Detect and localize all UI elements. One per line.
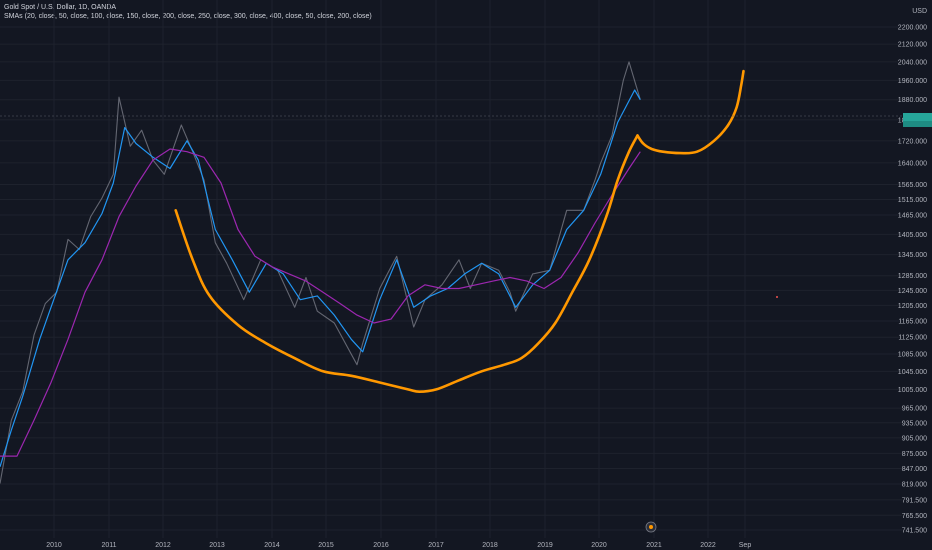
currency-label: USD bbox=[912, 8, 927, 15]
y-tick-label: 741.500 bbox=[902, 528, 927, 535]
y-tick-label: 2200.000 bbox=[898, 25, 927, 32]
y-tick-label: 1205.000 bbox=[898, 303, 927, 310]
x-tick-label: 2016 bbox=[373, 542, 389, 549]
series-sma-slow bbox=[0, 148, 641, 457]
grid-lines bbox=[0, 0, 902, 538]
y-tick-label: 1515.000 bbox=[898, 197, 927, 204]
y-axis-labels: 741.500 765.500 791.500 819.000 847.000 875.0… bbox=[898, 25, 927, 535]
x-axis-labels: 2010 2011 2012 2013 2014 2015 2016 2017 2018 2019… bbox=[46, 542, 751, 549]
y-tick-label: 847.000 bbox=[902, 466, 927, 473]
symbol-title[interactable]: Gold Spot / U.S. Dollar, 1D, OANDA bbox=[4, 4, 117, 11]
y-tick-label: 1565.000 bbox=[898, 182, 927, 189]
y-tick-label: 1880.000 bbox=[898, 97, 927, 104]
x-tick-label: 2011 bbox=[101, 542, 116, 549]
y-tick-label: 905.000 bbox=[902, 435, 927, 442]
x-tick-label: 2017 bbox=[428, 542, 444, 549]
chart-legend: Gold Spot / U.S. Dollar, 1D, OANDA SMAs … bbox=[4, 3, 372, 21]
y-tick-label: 791.500 bbox=[902, 497, 927, 504]
y-tick-label: 2120.000 bbox=[898, 42, 927, 49]
y-tick-label: 1640.000 bbox=[898, 160, 927, 167]
x-tick-label: 2018 bbox=[482, 542, 498, 549]
y-tick-label: 875.000 bbox=[902, 451, 927, 458]
y-tick-label: 1285.000 bbox=[898, 273, 927, 280]
y-tick-label: 1405.000 bbox=[898, 232, 927, 239]
y-tick-label: 765.500 bbox=[902, 513, 927, 520]
tradingview-logo-icon bbox=[645, 521, 657, 533]
x-tick-label: 2013 bbox=[209, 542, 225, 549]
cup-curve[interactable] bbox=[174, 134, 639, 394]
x-tick-label: 2021 bbox=[646, 542, 662, 549]
y-tick-label: 1465.000 bbox=[898, 213, 927, 220]
y-tick-label: 935.000 bbox=[902, 420, 927, 427]
y-tick-label: 1720.000 bbox=[898, 138, 927, 145]
x-tick-label: 2014 bbox=[264, 542, 280, 549]
cup-and-handle-drawing[interactable] bbox=[174, 69, 745, 394]
x-tick-label: 2015 bbox=[318, 542, 334, 549]
chart-series bbox=[0, 61, 641, 484]
last-price-tag bbox=[903, 113, 932, 121]
sma-indicator-label[interactable]: SMAs (20, close, 50, close, 100, close, … bbox=[4, 13, 372, 20]
x-tick-label: 2012 bbox=[155, 542, 171, 549]
time-axis[interactable] bbox=[0, 538, 932, 550]
y-tick-label: 1165.000 bbox=[898, 319, 927, 326]
y-tick-label: 1085.000 bbox=[898, 351, 927, 358]
price-axis[interactable] bbox=[902, 0, 932, 550]
marker-dot bbox=[776, 296, 778, 298]
y-tick-label: 1125.000 bbox=[898, 335, 927, 342]
y-tick-label: 1005.000 bbox=[898, 387, 927, 394]
series-sma-fast bbox=[0, 89, 641, 467]
series-price bbox=[0, 61, 641, 484]
y-tick-label: 819.000 bbox=[902, 482, 927, 489]
y-tick-label: 1345.000 bbox=[898, 252, 927, 259]
handle-curve[interactable] bbox=[636, 69, 745, 155]
x-tick-label: 2019 bbox=[537, 542, 553, 549]
y-tick-label: 965.000 bbox=[902, 406, 927, 413]
y-tick-label: 1960.000 bbox=[898, 78, 927, 85]
x-tick-label: 2020 bbox=[591, 542, 607, 549]
countdown-tag bbox=[903, 121, 932, 127]
y-tick-label: 2040.000 bbox=[898, 59, 927, 66]
y-tick-label: 1045.000 bbox=[898, 369, 927, 376]
x-tick-label: Sep bbox=[739, 542, 752, 549]
y-tick-label: 1245.000 bbox=[898, 288, 927, 295]
x-tick-label: 2022 bbox=[700, 542, 716, 549]
x-tick-label: 2010 bbox=[46, 542, 62, 549]
